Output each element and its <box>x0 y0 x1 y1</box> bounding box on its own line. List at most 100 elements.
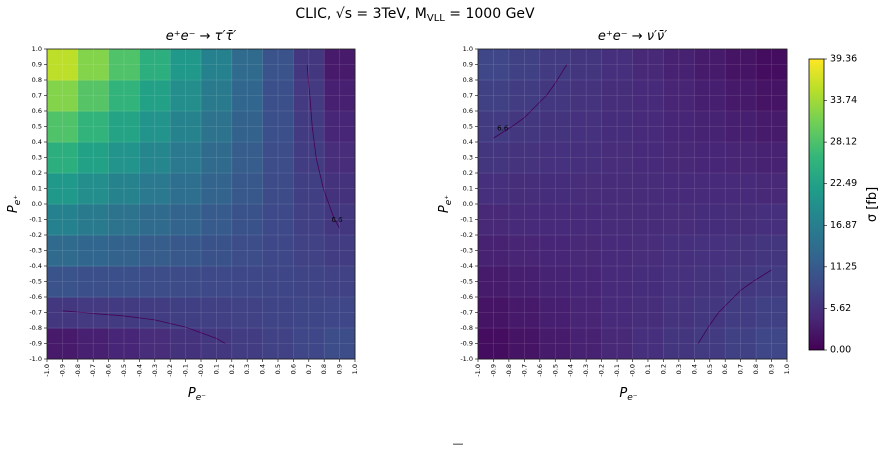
heat-cell <box>539 49 572 81</box>
heat-cell <box>170 49 202 81</box>
y-tick-label: -0.1 <box>460 216 473 224</box>
heat-cell <box>108 142 140 174</box>
heat-cell <box>570 80 603 112</box>
x-tick-label: -1.0 <box>474 364 482 377</box>
heat-cell <box>293 297 325 329</box>
y-tick-label: 0.3 <box>463 154 473 162</box>
y-tick-label: 0.2 <box>463 169 473 177</box>
colorbar-tick-label: 33.74 <box>830 95 857 106</box>
x-tick-label: 0.2 <box>659 364 667 374</box>
heat-cell <box>139 80 171 112</box>
heat-cell <box>324 266 356 298</box>
heat-cell <box>725 80 757 112</box>
y-tick-label: -0.4 <box>29 262 42 270</box>
heat-cell <box>77 49 110 81</box>
heat-cell <box>139 204 171 236</box>
heat-cell <box>139 142 171 174</box>
y-tick-label: 0.4 <box>463 138 473 146</box>
heat-cell <box>570 266 603 298</box>
heat-cell <box>725 204 757 236</box>
y-tick-label: 0.0 <box>463 200 473 208</box>
x-tick-label: 0.9 <box>336 364 344 374</box>
colorbar-tick-label: 11.25 <box>830 261 857 272</box>
y-tick-label: 0.7 <box>32 92 42 100</box>
y-tick-label: 0.8 <box>32 76 42 84</box>
heat-cell <box>262 49 294 81</box>
heat-cell <box>601 80 633 112</box>
heat-cell <box>663 328 695 360</box>
y-tick-label: 0.9 <box>463 61 473 69</box>
heat-cell <box>293 173 325 205</box>
x-tick-label: -0.5 <box>120 364 128 377</box>
heat-cell <box>108 49 140 81</box>
x-tick-label: -1.0 <box>43 364 51 377</box>
heat-cell <box>508 235 541 267</box>
title-part: CLIC, √s = 3TeV, M <box>295 6 426 22</box>
heat-cell <box>108 80 140 112</box>
heat-cell <box>77 111 110 143</box>
y-tick-label: -1.0 <box>460 355 473 363</box>
heat-cell <box>170 142 202 174</box>
x-axis-label: Pe⁻ <box>188 386 206 403</box>
heat-cell <box>601 204 633 236</box>
x-tick-label: -0.6 <box>105 364 113 377</box>
heat-cell <box>539 235 572 267</box>
heat-cell <box>663 235 695 267</box>
heat-cell <box>725 328 757 360</box>
x-tick-label: 0.3 <box>675 364 683 374</box>
heat-cell <box>170 328 202 360</box>
x-tick-label: -0.2 <box>166 364 174 377</box>
heat-cell <box>293 49 325 81</box>
heat-cell <box>47 204 79 236</box>
heat-cell <box>262 142 294 174</box>
heat-cell <box>293 142 325 174</box>
y-tick-label: 0.6 <box>463 107 473 115</box>
y-tick-label: -0.6 <box>460 293 473 301</box>
x-tick-label: 0.1 <box>644 364 652 374</box>
heat-cell <box>293 235 325 267</box>
heat-cell <box>725 142 757 174</box>
heat-cell <box>108 111 140 143</box>
heat-cell <box>539 173 572 205</box>
heat-cell <box>324 142 356 174</box>
heat-cell <box>601 49 633 81</box>
colorbar-label: σ [fb] <box>865 187 880 222</box>
contour-line <box>322 188 335 220</box>
x-tick-label: 0.6 <box>289 364 297 374</box>
y-axis-label: Pe⁺ <box>437 195 454 213</box>
contour-line <box>740 281 754 291</box>
heat-cell <box>756 173 788 205</box>
heat-cell <box>694 142 726 174</box>
x-tick-label: 0.8 <box>752 364 760 374</box>
heat-cell <box>508 173 541 205</box>
heat-cell <box>663 297 695 329</box>
x-tick-label: -0.6 <box>536 364 544 377</box>
colorbar-tick-label: 0.00 <box>830 345 851 356</box>
axes-title: e⁺e⁻ → ν′ν̄′ <box>598 29 667 44</box>
heat-cell <box>725 111 757 143</box>
heat-cell <box>293 266 325 298</box>
x-tick-label: 0.4 <box>690 364 698 374</box>
heat-cell <box>262 297 294 329</box>
heat-cell <box>601 328 633 360</box>
x-tick-label: 0.7 <box>737 364 745 374</box>
y-tick-label: -0.5 <box>29 278 42 286</box>
x-tick-label: -0.3 <box>151 364 159 377</box>
heat-cell <box>324 328 356 360</box>
heat-cell <box>77 204 110 236</box>
heat-cell <box>324 173 356 205</box>
heat-cell <box>539 297 572 329</box>
y-tick-label: -0.7 <box>29 309 42 317</box>
y-label-main: P <box>6 205 21 213</box>
y-tick-label: 1.0 <box>463 45 473 53</box>
heat-cell <box>663 142 695 174</box>
y-tick-label: -0.3 <box>460 247 473 255</box>
y-tick-label: -0.4 <box>460 262 473 270</box>
heat-cell <box>478 297 510 329</box>
heat-cell <box>139 111 171 143</box>
heat-cell <box>756 328 788 360</box>
y-tick-label: 1.0 <box>32 45 42 53</box>
heat-cell <box>601 173 633 205</box>
contour-line <box>306 64 310 86</box>
y-tick-label: -0.2 <box>460 231 473 239</box>
